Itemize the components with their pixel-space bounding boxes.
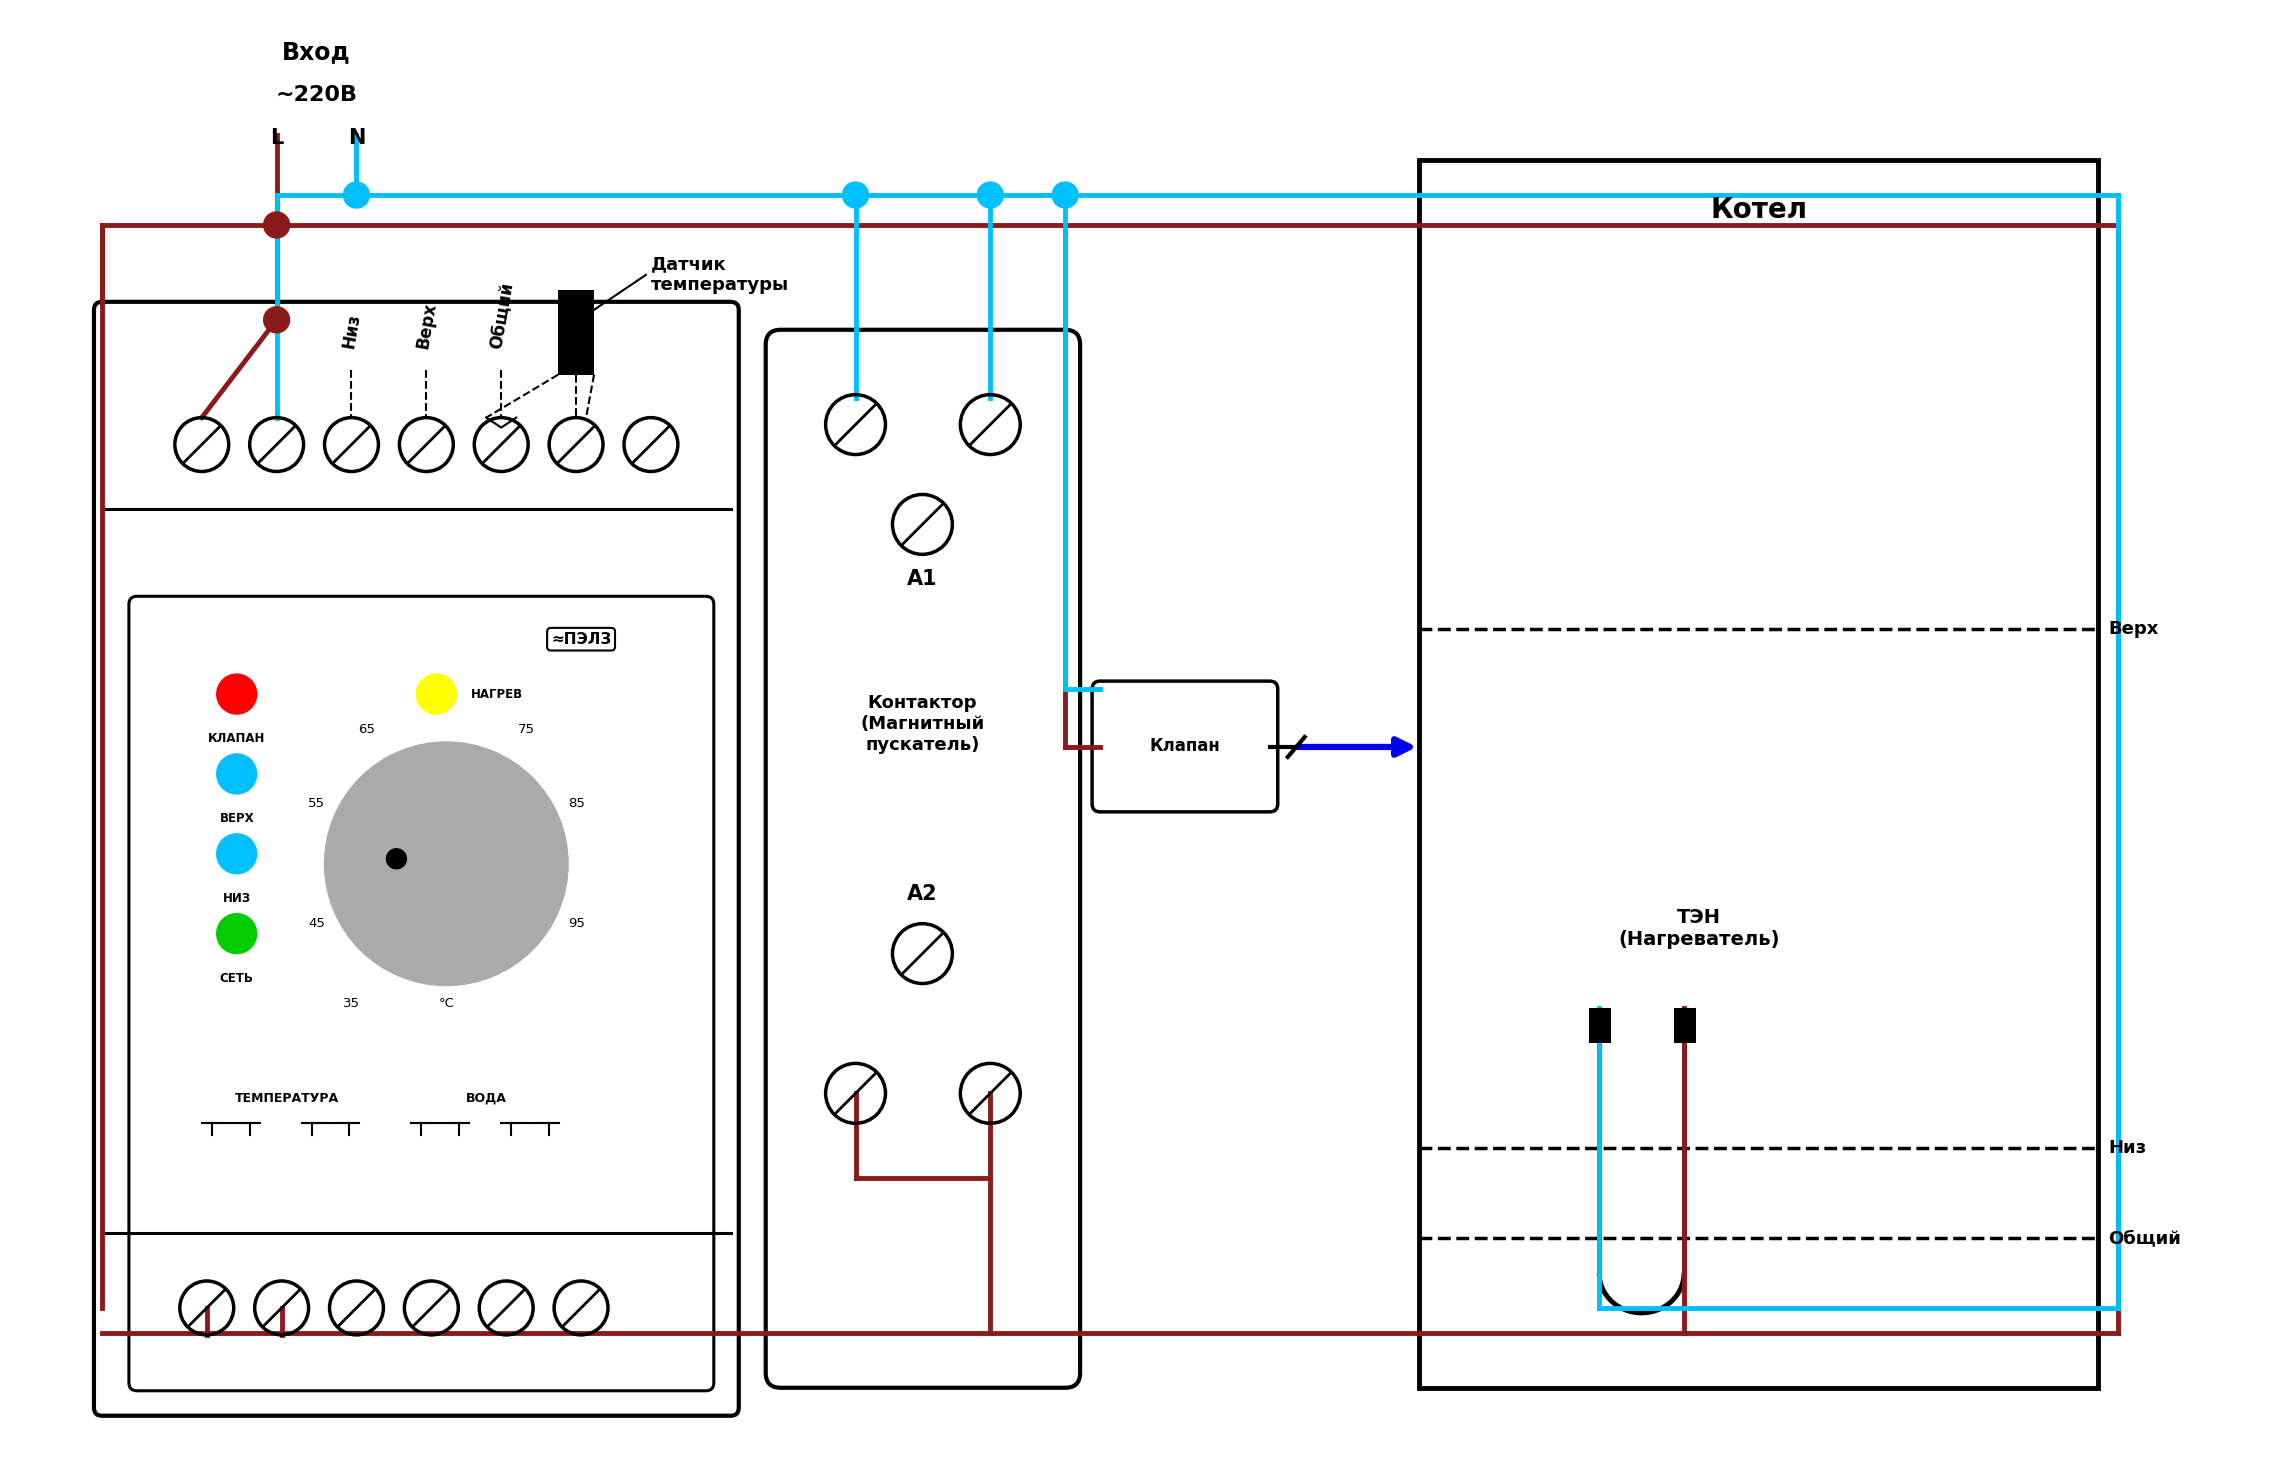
- Text: 95: 95: [568, 917, 584, 930]
- Circle shape: [387, 849, 407, 868]
- Bar: [1589, 1009, 1611, 1043]
- Text: 55: 55: [309, 797, 325, 810]
- Text: Низ: Низ: [2108, 1139, 2147, 1157]
- Text: А2: А2: [906, 884, 938, 904]
- Circle shape: [325, 742, 568, 985]
- Text: 45: 45: [309, 917, 325, 930]
- Text: Низ: Низ: [339, 312, 364, 349]
- Text: 75: 75: [517, 723, 536, 735]
- Text: Котел: Котел: [1710, 197, 1808, 223]
- Text: Датчик
температуры: Датчик температуры: [650, 256, 790, 294]
- Circle shape: [217, 754, 256, 794]
- Text: ~220В: ~220В: [275, 86, 357, 105]
- Bar: [1419, 160, 2099, 1387]
- Text: ТЕМПЕРАТУРА: ТЕМПЕРАТУРА: [233, 1092, 339, 1105]
- Circle shape: [316, 734, 577, 994]
- Text: 85: 85: [568, 797, 584, 810]
- Circle shape: [263, 306, 291, 333]
- Text: ≈ПЭЛЗ: ≈ПЭЛЗ: [552, 632, 611, 646]
- Circle shape: [977, 182, 1003, 209]
- Text: ВОДА: ВОДА: [465, 1092, 506, 1105]
- Circle shape: [417, 674, 456, 714]
- Circle shape: [217, 914, 256, 954]
- Circle shape: [263, 211, 291, 238]
- FancyBboxPatch shape: [767, 330, 1080, 1387]
- FancyBboxPatch shape: [128, 596, 714, 1390]
- Text: ВЕРХ: ВЕРХ: [220, 812, 254, 825]
- Circle shape: [842, 182, 868, 209]
- Text: Контактор
(Магнитный
пускатель): Контактор (Магнитный пускатель): [861, 694, 984, 754]
- Bar: [559, 290, 595, 374]
- Circle shape: [217, 674, 256, 714]
- Text: Общий: Общий: [488, 280, 515, 349]
- Text: °C: °C: [439, 997, 453, 1010]
- Text: N: N: [348, 129, 366, 148]
- Text: НАГРЕВ: НАГРЕВ: [472, 688, 524, 701]
- Circle shape: [343, 182, 369, 209]
- Text: 65: 65: [357, 723, 375, 735]
- Text: Верх: Верх: [414, 300, 439, 349]
- Text: ТЭН
(Нагреватель): ТЭН (Нагреватель): [1618, 908, 1781, 950]
- Text: Верх: Верх: [2108, 620, 2159, 639]
- Circle shape: [1053, 182, 1078, 209]
- Text: 35: 35: [343, 997, 359, 1010]
- Text: НИЗ: НИЗ: [222, 892, 252, 905]
- Text: Вход: Вход: [282, 40, 350, 64]
- Text: Клапан: Клапан: [1149, 738, 1220, 756]
- Bar: [1673, 1009, 1696, 1043]
- Circle shape: [217, 834, 256, 874]
- Text: А1: А1: [906, 569, 938, 589]
- Text: СЕТЬ: СЕТЬ: [220, 972, 254, 985]
- Text: КЛАПАН: КЛАПАН: [208, 732, 266, 745]
- Text: L: L: [270, 129, 284, 148]
- FancyBboxPatch shape: [94, 302, 739, 1415]
- Text: Общий: Общий: [2108, 1229, 2181, 1247]
- FancyBboxPatch shape: [1092, 682, 1277, 812]
